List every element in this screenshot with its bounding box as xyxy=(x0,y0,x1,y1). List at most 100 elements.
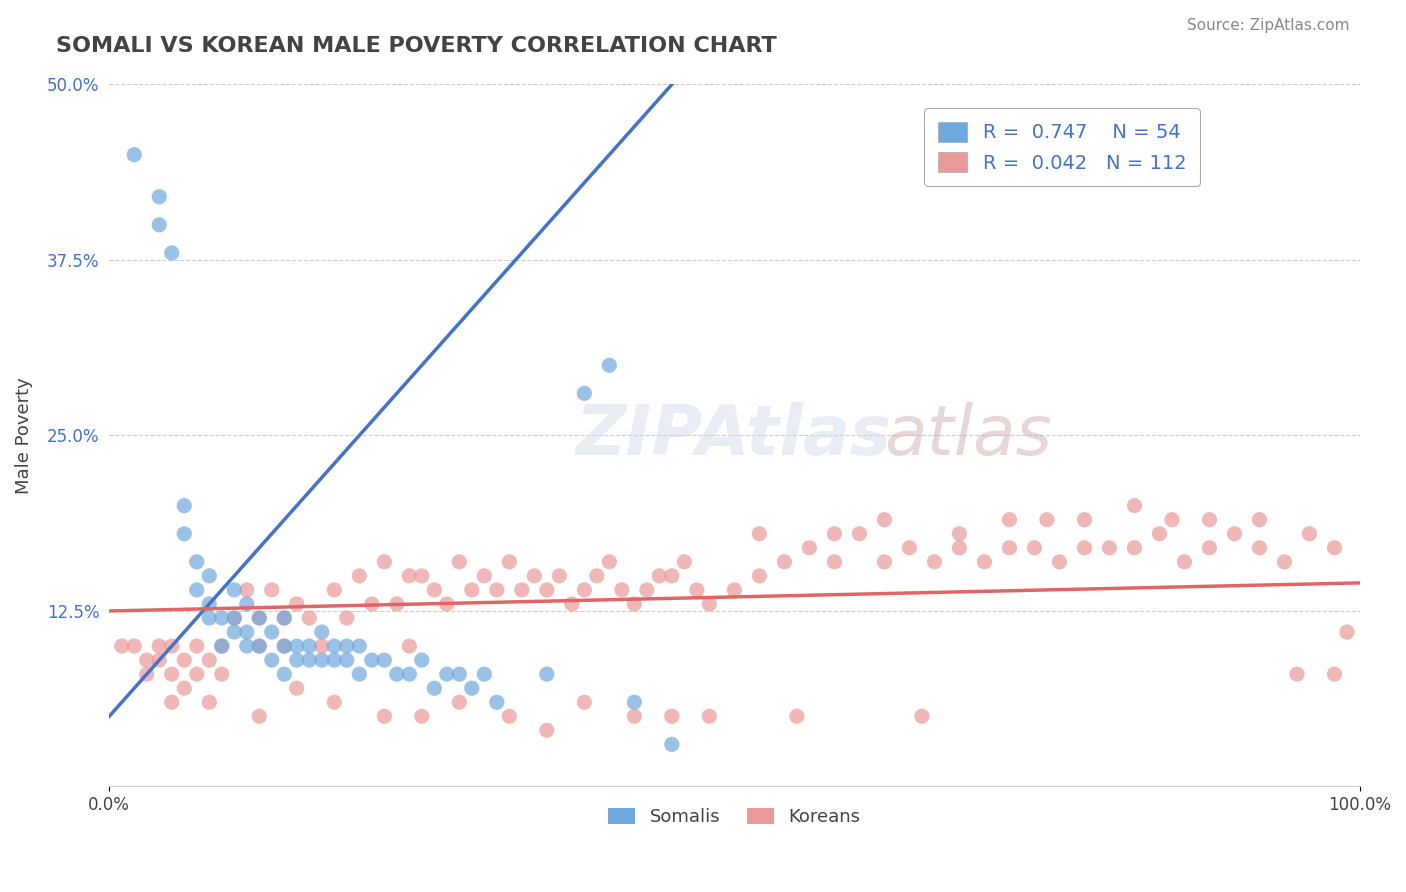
Point xyxy=(436,597,458,611)
Point xyxy=(898,541,921,555)
Point xyxy=(1149,526,1171,541)
Point xyxy=(423,582,446,597)
Point xyxy=(323,653,346,667)
Point xyxy=(723,582,745,597)
Point xyxy=(673,555,696,569)
Point xyxy=(786,709,808,723)
Point xyxy=(1161,513,1184,527)
Legend: Somalis, Koreans: Somalis, Koreans xyxy=(600,801,868,834)
Point xyxy=(661,737,683,751)
Point xyxy=(260,653,283,667)
Point xyxy=(648,569,671,583)
Point xyxy=(1123,499,1146,513)
Point xyxy=(111,639,134,653)
Point xyxy=(260,625,283,640)
Point xyxy=(748,526,770,541)
Point xyxy=(498,555,520,569)
Point xyxy=(485,695,508,709)
Point xyxy=(311,639,333,653)
Point xyxy=(247,611,270,625)
Point xyxy=(610,582,633,597)
Point xyxy=(411,709,433,723)
Point xyxy=(122,147,145,161)
Point xyxy=(273,611,295,625)
Point xyxy=(273,611,295,625)
Point xyxy=(148,639,170,653)
Point xyxy=(1285,667,1308,681)
Point xyxy=(973,555,995,569)
Point xyxy=(873,555,896,569)
Point xyxy=(461,582,484,597)
Point xyxy=(623,597,645,611)
Point xyxy=(273,667,295,681)
Point xyxy=(273,639,295,653)
Point xyxy=(373,653,395,667)
Point xyxy=(336,639,359,653)
Point xyxy=(311,653,333,667)
Point xyxy=(211,639,233,653)
Point xyxy=(461,681,484,696)
Point xyxy=(135,653,157,667)
Point xyxy=(699,597,721,611)
Point xyxy=(536,582,558,597)
Point xyxy=(661,709,683,723)
Point xyxy=(224,625,246,640)
Point xyxy=(285,639,308,653)
Point xyxy=(160,639,183,653)
Point xyxy=(173,499,195,513)
Point xyxy=(1223,526,1246,541)
Point xyxy=(160,667,183,681)
Point xyxy=(186,639,208,653)
Point xyxy=(574,582,596,597)
Point xyxy=(848,526,870,541)
Point xyxy=(423,681,446,696)
Point xyxy=(398,667,420,681)
Point xyxy=(360,597,382,611)
Point xyxy=(449,555,471,569)
Point xyxy=(298,611,321,625)
Point xyxy=(498,709,520,723)
Point xyxy=(998,513,1021,527)
Point xyxy=(585,569,607,583)
Point xyxy=(186,582,208,597)
Point xyxy=(411,569,433,583)
Point xyxy=(186,555,208,569)
Point xyxy=(349,639,371,653)
Point xyxy=(349,667,371,681)
Text: atlas: atlas xyxy=(884,402,1053,469)
Point xyxy=(1336,625,1358,640)
Point xyxy=(298,653,321,667)
Point xyxy=(173,681,195,696)
Point xyxy=(285,653,308,667)
Point xyxy=(799,541,821,555)
Point xyxy=(472,667,495,681)
Point xyxy=(1198,541,1220,555)
Point xyxy=(173,526,195,541)
Point xyxy=(224,611,246,625)
Point xyxy=(198,597,221,611)
Point xyxy=(823,555,845,569)
Point xyxy=(385,597,408,611)
Point xyxy=(1249,513,1271,527)
Point xyxy=(1073,541,1095,555)
Point xyxy=(224,582,246,597)
Text: Source: ZipAtlas.com: Source: ZipAtlas.com xyxy=(1187,18,1350,33)
Point xyxy=(198,611,221,625)
Point xyxy=(911,709,934,723)
Point xyxy=(323,695,346,709)
Y-axis label: Male Poverty: Male Poverty xyxy=(15,377,32,494)
Point xyxy=(1036,513,1059,527)
Point xyxy=(385,667,408,681)
Text: ZIPAtlas: ZIPAtlas xyxy=(576,402,893,469)
Point xyxy=(661,569,683,583)
Text: SOMALI VS KOREAN MALE POVERTY CORRELATION CHART: SOMALI VS KOREAN MALE POVERTY CORRELATIO… xyxy=(56,36,778,55)
Point xyxy=(273,639,295,653)
Point xyxy=(198,695,221,709)
Point xyxy=(548,569,571,583)
Point xyxy=(536,723,558,738)
Point xyxy=(247,639,270,653)
Point xyxy=(623,709,645,723)
Point xyxy=(948,541,970,555)
Point xyxy=(198,653,221,667)
Point xyxy=(260,582,283,597)
